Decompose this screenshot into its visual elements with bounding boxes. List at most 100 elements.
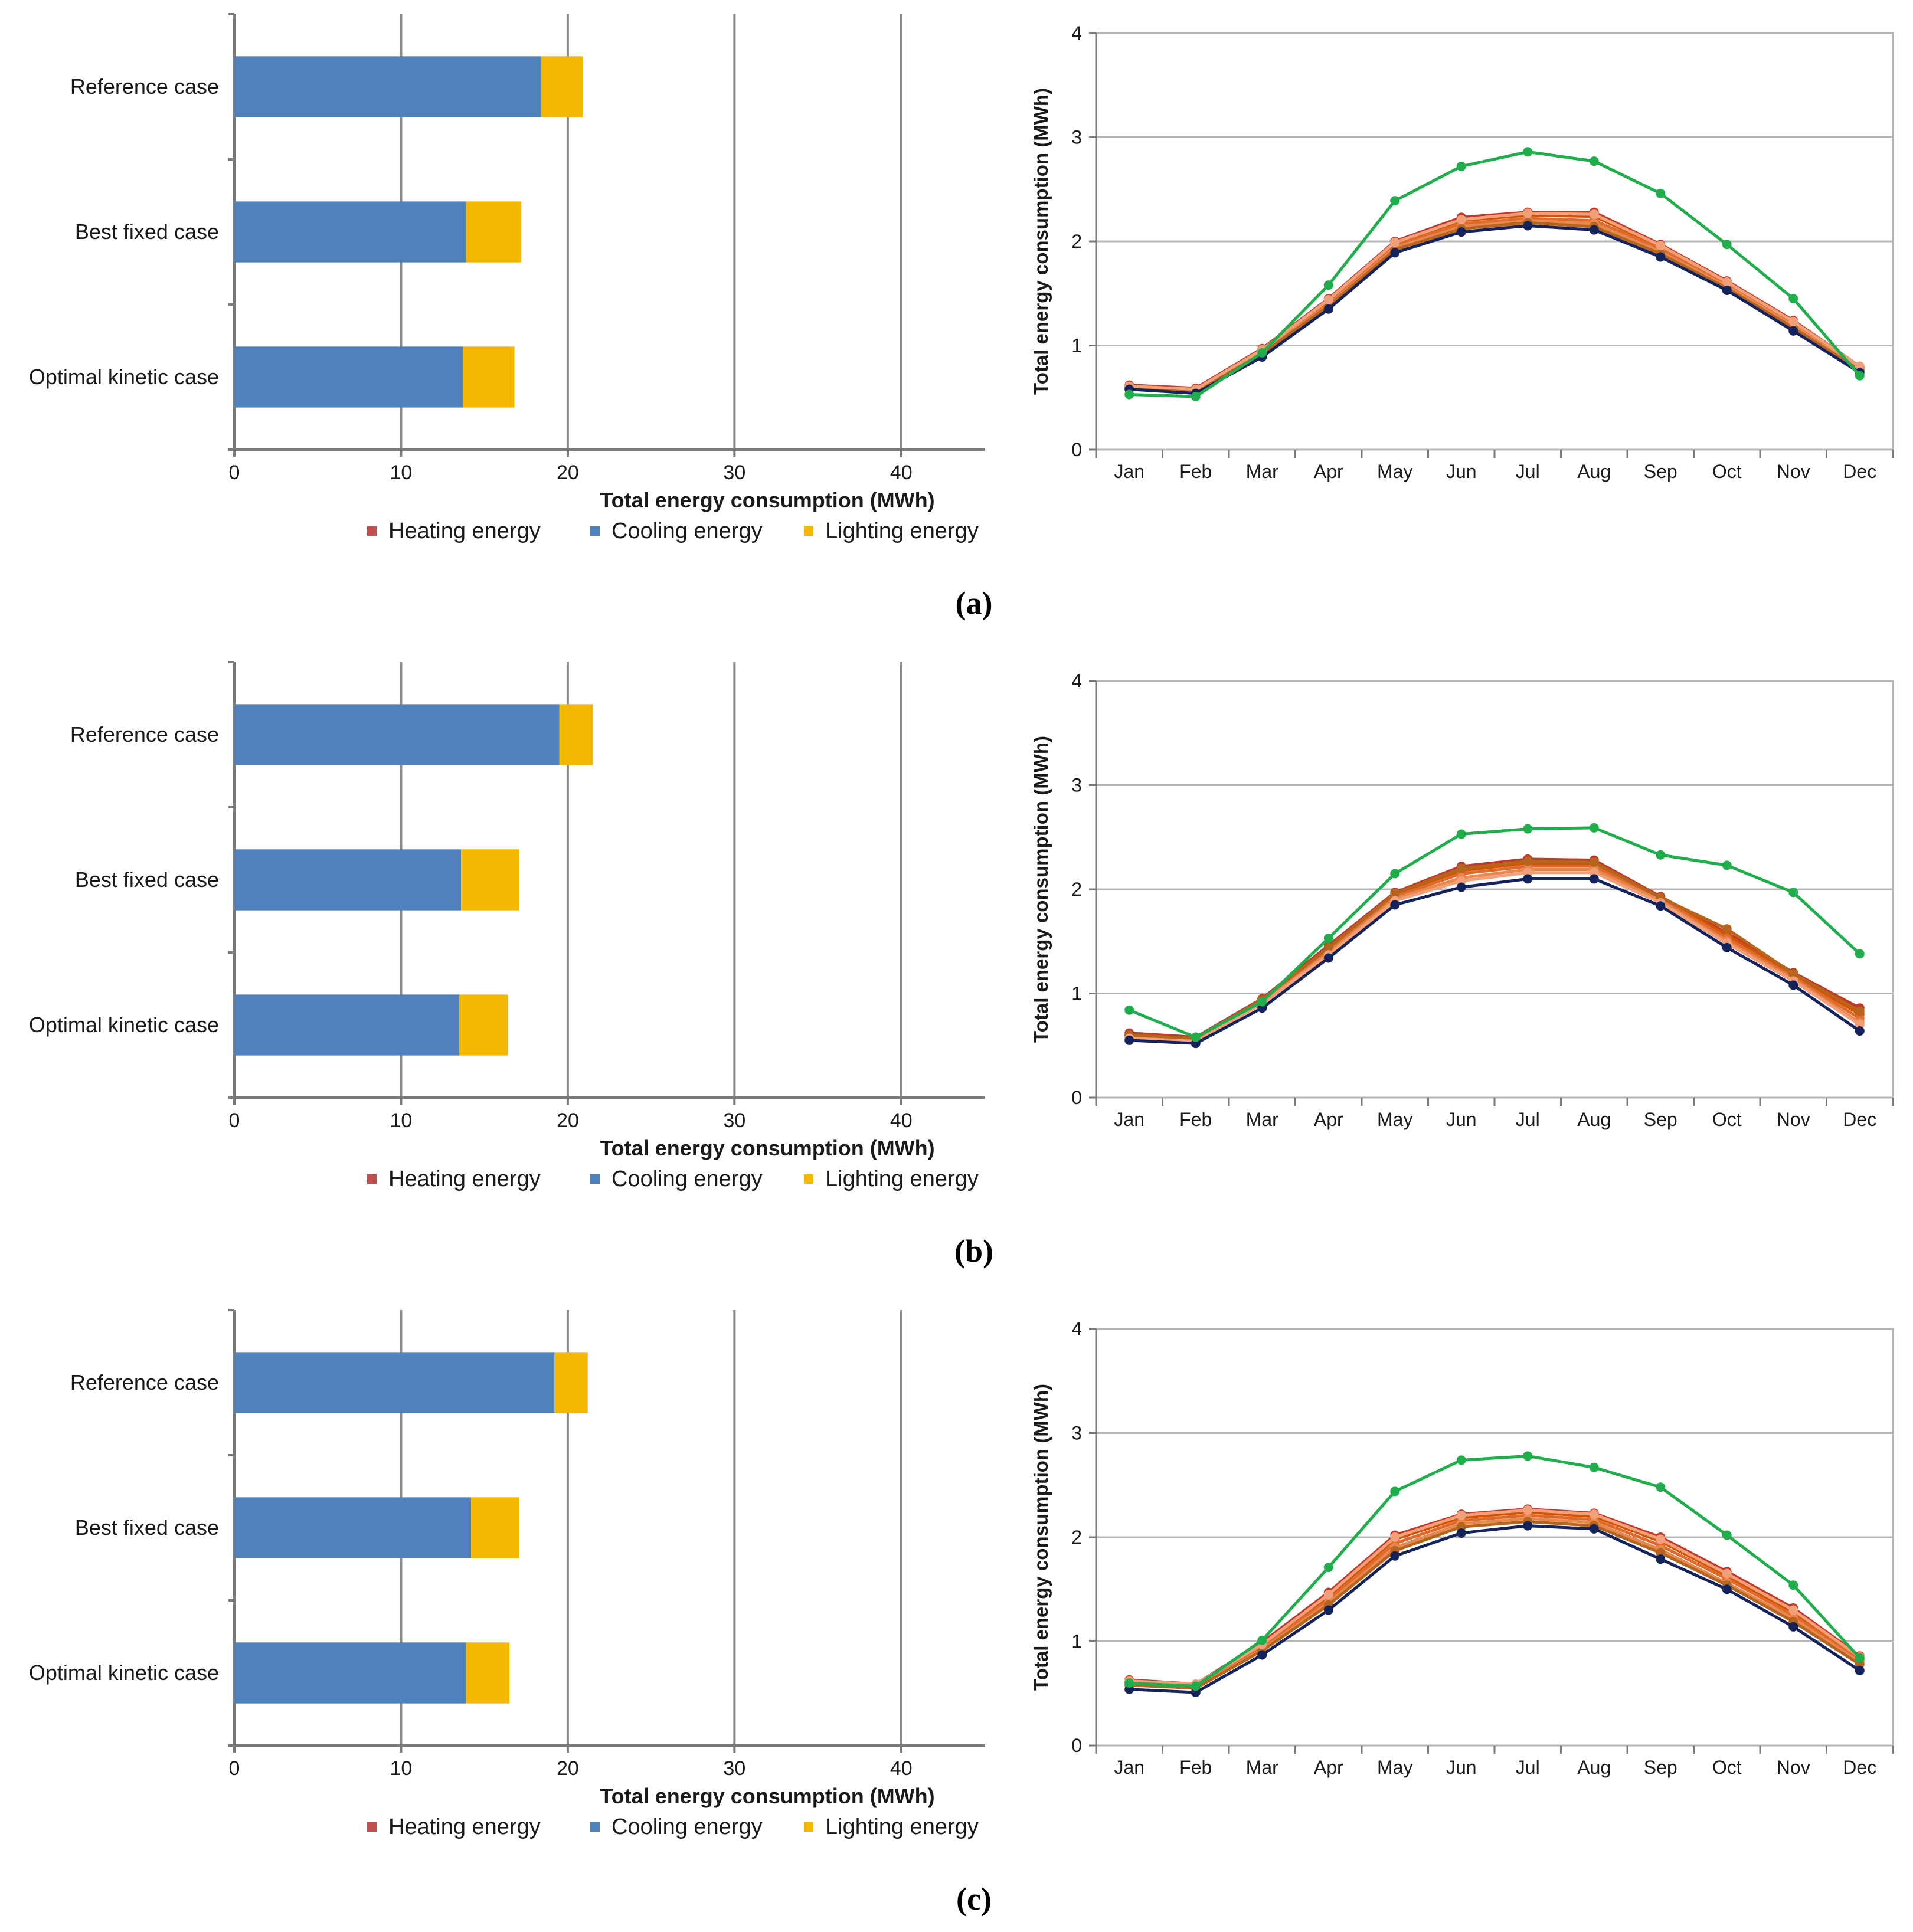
series-point-orange (1456, 863, 1466, 873)
x-tick-label: 0 (229, 1757, 240, 1780)
bar-cooling (234, 346, 463, 408)
series-line-green (1129, 1454, 1861, 1688)
series-point-orange (1390, 1532, 1400, 1542)
series-point-green (1589, 156, 1599, 166)
series-point-navy (1656, 252, 1666, 262)
legend-label-cooling: Cooling energy (611, 519, 763, 543)
series-point-green (1124, 1005, 1134, 1015)
x-tick-label: Jul (1516, 1757, 1540, 1778)
legend-swatch-lighting (804, 1174, 813, 1184)
y-tick-label: 0 (1071, 1087, 1082, 1108)
bar-cooling (234, 1497, 472, 1558)
series-point-green (1390, 869, 1400, 879)
series-point-green (1124, 389, 1134, 400)
category-label: Best fixed case (75, 867, 219, 892)
series-point-navy (1722, 285, 1732, 295)
x-tick-label: 40 (890, 1757, 913, 1780)
y-tick-label: 4 (1071, 670, 1082, 692)
bar-chart-1: 0 10 20 30 40 Reference case Best fixed case Op… (29, 661, 985, 1191)
series-point-orange (1589, 857, 1599, 867)
series-point-navy (1257, 1650, 1267, 1660)
series-point-green (1589, 1462, 1599, 1472)
x-tick-label: 40 (890, 461, 913, 484)
series-point-green (1124, 1678, 1134, 1688)
x-tick-label: 30 (723, 1109, 745, 1132)
legend-swatch-heating (367, 526, 377, 536)
x-tick-label: 20 (557, 1109, 579, 1132)
series-point-orange (1722, 1568, 1732, 1579)
series-line-green (1129, 826, 1861, 1039)
x-tick-label: Jun (1446, 461, 1477, 482)
series-point-green (1589, 823, 1599, 833)
series-point-green (1722, 240, 1732, 250)
series-point-navy (1323, 1605, 1333, 1615)
series-point-orange (1323, 1590, 1333, 1600)
category-label: Reference case (70, 722, 219, 746)
series-point-green (1191, 1681, 1201, 1691)
series-point-orange (1523, 1505, 1533, 1515)
series-point-orange (1456, 214, 1466, 224)
series-point-orange (1323, 294, 1333, 304)
series-line-orange (1129, 211, 1861, 391)
line-chart-0: 0 1 2 3 4 Jan Feb Mar Apr May Jun Jul Aug Sep Oct Nov De… (1030, 22, 1894, 482)
x-tick-label: May (1377, 1109, 1412, 1130)
series-point-orange (1656, 241, 1666, 251)
y-tick-label: 3 (1071, 127, 1082, 148)
x-tick-label: Nov (1777, 1757, 1810, 1778)
x-tick-label: Dec (1843, 1109, 1876, 1130)
legend-swatch-heating (367, 1174, 377, 1184)
x-tick-label: Sep (1644, 461, 1677, 482)
series-point-navy (1722, 1584, 1732, 1594)
x-tick-label: Jan (1114, 461, 1144, 482)
y-tick-label: 1 (1071, 335, 1082, 356)
category-label: Reference case (70, 74, 219, 99)
y-axis-title: Total energy consumption (MWh) (1030, 88, 1052, 395)
x-tick-label: 10 (390, 461, 413, 484)
series-point-navy (1390, 900, 1400, 910)
y-tick-label: 4 (1071, 1318, 1082, 1340)
series-point-navy (1390, 1551, 1400, 1561)
series-line-orange (1129, 221, 1861, 393)
series-line-orange (1129, 871, 1861, 1043)
x-tick-label: Mar (1246, 461, 1278, 482)
series-line-green (1129, 150, 1861, 398)
bar-cooling (234, 1352, 555, 1413)
series-point-green (1257, 1635, 1267, 1645)
category-label: Optimal kinetic case (29, 1013, 219, 1037)
y-axis-title: Total energy consumption (MWh) (1030, 736, 1052, 1043)
y-tick-label: 2 (1071, 1527, 1082, 1548)
series-point-navy (1589, 1524, 1599, 1534)
x-tick-label: Dec (1843, 1757, 1876, 1778)
bar-lighting (461, 849, 519, 911)
y-tick-label: 0 (1071, 439, 1082, 460)
x-tick-label: Aug (1577, 1109, 1611, 1130)
legend-label-cooling: Cooling energy (611, 1167, 763, 1191)
series-line-navy (1129, 1524, 1861, 1694)
series-point-navy (1124, 1035, 1134, 1045)
series-point-green (1722, 860, 1732, 870)
bar-cooling (234, 849, 462, 911)
series-point-orange (1656, 1534, 1666, 1544)
x-tick-label: Feb (1179, 1109, 1212, 1130)
x-tick-label: 10 (390, 1109, 413, 1132)
bar-cooling (234, 1642, 466, 1704)
y-tick-label: 4 (1071, 22, 1082, 44)
series-point-green (1788, 1580, 1798, 1590)
series-point-green (1855, 1653, 1865, 1663)
x-tick-label: Oct (1712, 461, 1742, 482)
bar-lighting (459, 994, 508, 1056)
series-point-green (1788, 294, 1798, 304)
legend-label-heating: Heating energy (388, 1167, 541, 1191)
x-tick-label: Mar (1246, 1109, 1278, 1130)
x-tick-label: Dec (1843, 461, 1876, 482)
x-tick-label: Oct (1712, 1757, 1742, 1778)
x-tick-label: Jan (1114, 1109, 1144, 1130)
y-tick-label: 2 (1071, 231, 1082, 252)
series-point-navy (1788, 1622, 1798, 1632)
bar-chart-2: 0 10 20 30 40 Reference case Best fixed case Op… (29, 1309, 985, 1839)
x-tick-label: May (1377, 461, 1412, 482)
series-point-orange (1523, 208, 1533, 218)
x-tick-label: Oct (1712, 1109, 1742, 1130)
x-tick-label: Sep (1644, 1109, 1677, 1130)
series-point-navy (1456, 882, 1466, 892)
